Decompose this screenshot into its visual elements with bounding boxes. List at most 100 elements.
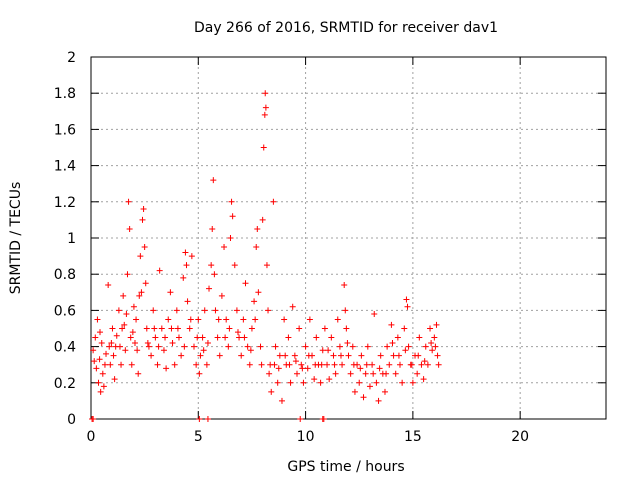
data-point-marker [317,379,324,386]
data-point-marker [342,307,349,314]
data-point-marker [195,316,202,323]
data-point-marker [311,376,318,383]
data-point-marker [334,316,341,323]
data-point-marker [221,244,228,251]
x-tick-label: 5 [194,429,203,445]
data-point-marker [328,334,335,341]
data-point-marker [289,303,296,310]
data-point-marker [180,274,187,281]
y-tick-label: 0.2 [54,376,76,392]
data-point-marker [234,329,241,336]
data-point-marker [228,198,235,205]
data-point-marker [173,307,180,314]
data-point-marker [302,343,309,350]
data-point-marker [404,303,411,310]
data-point-marker [206,285,213,292]
data-point-marker [432,343,439,350]
data-point-marker [390,352,397,359]
data-point-marker [223,316,230,323]
data-point-marker [369,361,376,368]
data-point-marker [345,352,352,359]
data-point-marker [125,198,132,205]
data-point-marker [139,216,146,223]
x-tick-label: 15 [404,429,422,445]
data-point-marker [142,280,149,287]
data-point-marker [397,361,403,368]
data-point-marker [160,347,167,354]
data-point-marker [112,343,119,350]
data-point-marker [175,334,182,341]
data-point-marker [360,394,367,401]
data-point-marker [122,347,129,354]
data-point-marker [105,282,112,289]
data-point-marker [337,352,344,359]
data-point-marker [171,361,178,368]
data-point-marker [384,343,391,350]
data-point-marker [431,334,438,341]
data-point-marker [344,339,351,346]
data-point-marker [107,361,114,368]
data-point-marker [152,334,159,341]
data-point-marker [294,370,300,377]
data-point-marker [96,356,103,363]
data-point-marker [274,379,281,386]
data-point-marker [260,144,267,151]
x-tick-labels: 0 5 10 15 20 [87,429,530,445]
data-point-marker [103,350,110,357]
data-point-marker [263,262,270,269]
data-point-marker [427,325,434,332]
data-point-marker [366,383,373,390]
data-point-marker [298,361,305,368]
data-point-marker [370,370,377,377]
data-point-marker [191,343,197,350]
data-point-marker [236,334,243,341]
data-point-marker [154,361,161,368]
data-point-marker [225,343,232,350]
data-point-marker [199,334,206,341]
data-point-marker [278,397,285,404]
data-point-marker [240,316,247,323]
data-point-marker [140,206,147,213]
data-point-marker [212,307,219,314]
data-points [89,90,442,422]
data-point-marker [135,370,142,377]
data-point-marker [148,352,155,359]
data-point-marker [305,352,312,359]
data-point-marker [204,416,211,422]
data-point-marker [246,361,253,368]
data-point-marker [261,111,268,118]
data-point-marker [286,361,293,368]
data-point-marker [318,361,325,368]
data-point-marker [227,235,234,241]
data-point-marker [144,339,151,346]
data-point-marker [145,343,152,350]
data-point-marker [253,244,260,251]
data-point-marker [383,370,390,377]
data-point-marker [422,343,429,350]
data-point-marker [128,361,135,368]
data-point-marker [349,343,356,350]
y-tick-label: 0 [67,412,76,428]
data-point-marker [330,352,337,359]
data-point-marker [321,325,328,332]
data-point-marker [126,225,133,232]
y-tick-label: 1.8 [54,86,76,102]
data-point-marker [93,365,100,372]
data-point-marker [127,334,134,341]
data-point-marker [110,352,117,359]
data-point-marker [339,361,346,368]
data-point-marker [276,352,283,359]
data-point-marker [395,352,402,359]
data-point-marker [418,361,425,368]
data-point-marker [394,334,401,341]
data-point-marker [248,325,255,332]
data-point-marker [136,292,143,299]
data-point-marker [350,361,357,368]
data-point-marker [100,383,107,390]
data-point-marker [357,365,364,372]
data-point-marker [282,352,289,359]
data-point-marker [343,325,350,332]
x-tick-label: 10 [297,429,315,445]
data-point-marker [275,365,282,372]
data-point-marker [209,225,216,232]
